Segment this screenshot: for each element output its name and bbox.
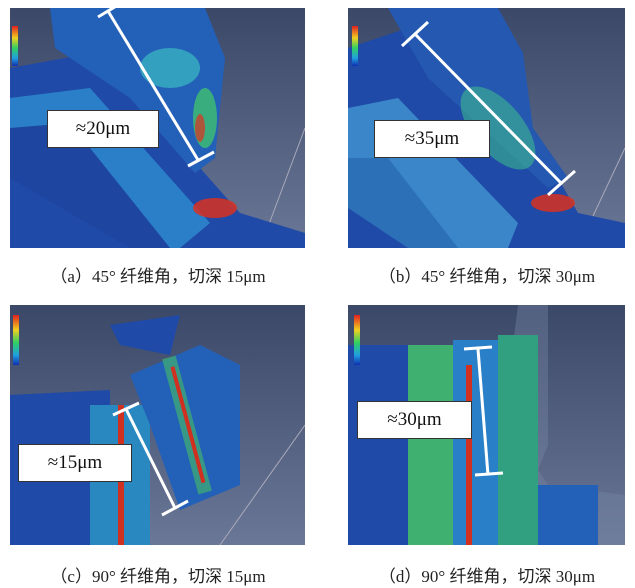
measure-label: ≈30μm <box>357 401 472 439</box>
caption: （d）90° 纤维角，切深 30μm <box>337 562 635 587</box>
measure-label: ≈20μm <box>47 110 159 148</box>
simulation-image <box>10 305 305 545</box>
measure-label: ≈15μm <box>18 444 132 482</box>
figure: ≈20μm ≈35μm ≈15μm ≈30μm （a）45° 纤维角，切深 15… <box>0 0 635 588</box>
caption: （a）45° 纤维角，切深 15μm <box>8 262 308 287</box>
measure-label: ≈35μm <box>374 120 490 158</box>
caption: （c）90° 纤维角，切深 15μm <box>8 562 308 587</box>
caption: （b）45° 纤维角，切深 30μm <box>337 262 635 287</box>
